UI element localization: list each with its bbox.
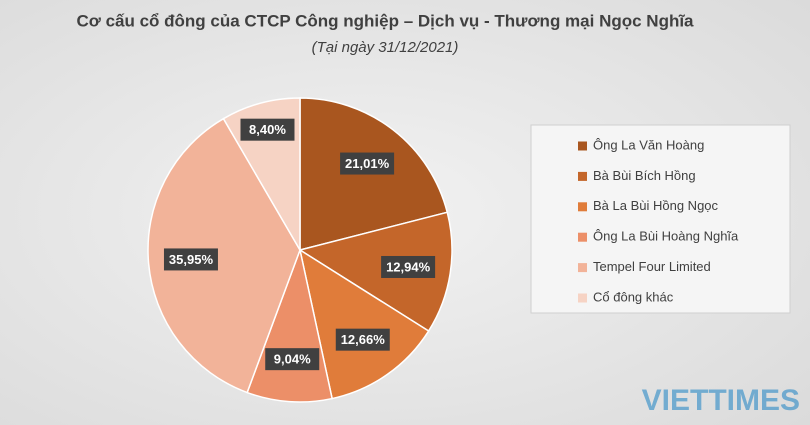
- data-label-box: [335, 328, 390, 351]
- data-label-box: [381, 255, 436, 278]
- data-label: 9,04%: [274, 352, 311, 367]
- legend-swatch: [578, 202, 587, 212]
- legend-label: Bà La Bùi Hồng Ngọc: [593, 198, 719, 213]
- legend-label: Bà Bùi Bích Hồng: [593, 168, 696, 183]
- legend-label: Tempel Four Limited: [593, 259, 711, 274]
- legend-swatch: [578, 171, 587, 181]
- data-label: 8,40%: [249, 122, 286, 137]
- legend-box: [530, 124, 791, 314]
- pie-slice: [298, 248, 430, 400]
- chart-title: Cơ cấu cổ đông của CTCP Công nghiệp – Dị…: [76, 11, 694, 30]
- data-label-box: [265, 348, 320, 371]
- chart-subtitle: (Tại ngày 31/12/2021): [312, 39, 459, 56]
- data-label-box: [340, 152, 395, 175]
- legend-label: Ông La Bùi Hoàng Nghĩa: [593, 229, 739, 244]
- data-label: 12,94%: [386, 259, 431, 274]
- pie-slice: [147, 117, 301, 394]
- legend-label: Ông La Văn Hoàng: [593, 137, 704, 152]
- data-label-box: [163, 248, 218, 271]
- legend-swatch: [578, 141, 587, 151]
- legend-swatch: [578, 232, 587, 242]
- pie-slice: [298, 211, 453, 333]
- legend-label: Cổ đông khác: [593, 289, 674, 304]
- legend-swatch: [578, 263, 587, 273]
- data-label-box: [240, 118, 295, 141]
- watermark: VIETTIMES: [642, 384, 800, 417]
- data-label: 35,95%: [169, 252, 214, 267]
- data-label: 21,01%: [345, 156, 390, 171]
- data-label: 12,66%: [341, 332, 386, 347]
- legend-swatch: [578, 293, 587, 303]
